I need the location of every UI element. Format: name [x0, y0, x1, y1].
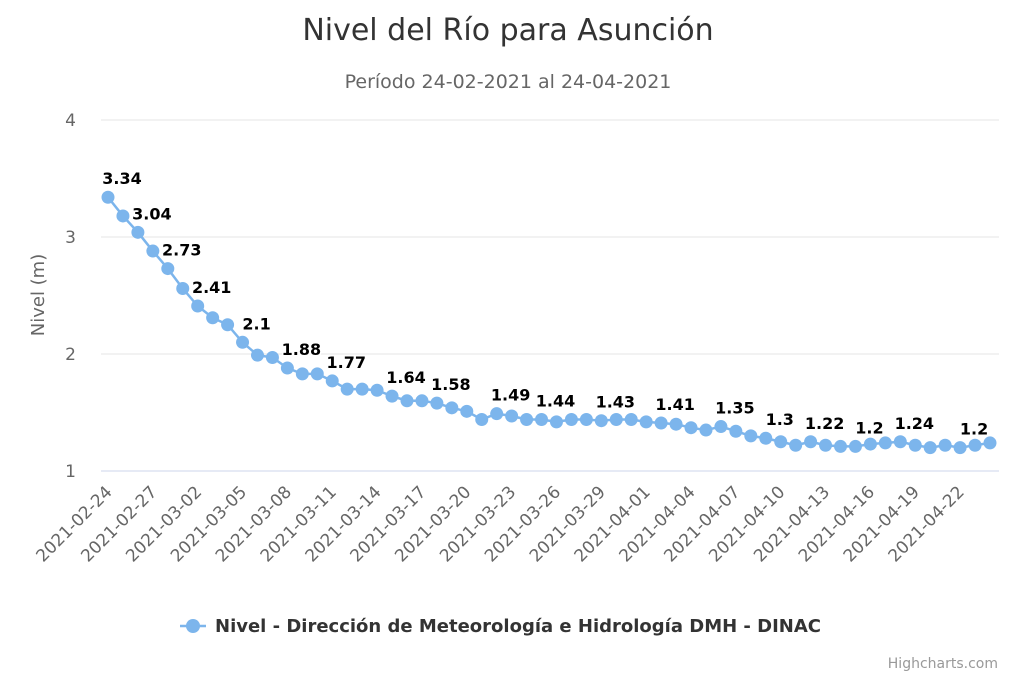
data-point[interactable]: [146, 244, 160, 258]
data-label: 1.58: [431, 375, 470, 394]
data-point[interactable]: [131, 225, 145, 239]
data-point[interactable]: [953, 441, 967, 455]
data-point[interactable]: [250, 348, 264, 362]
x-axis: 2021-02-242021-02-272021-03-022021-03-05…: [33, 470, 999, 566]
data-point[interactable]: [385, 389, 399, 403]
data-label: 1.35: [715, 399, 754, 418]
data-point[interactable]: [206, 311, 220, 325]
series-nivel[interactable]: [101, 190, 997, 455]
data-point[interactable]: [236, 335, 250, 349]
data-point[interactable]: [265, 351, 279, 365]
data-point[interactable]: [863, 437, 877, 451]
data-point[interactable]: [938, 438, 952, 452]
data-point[interactable]: [221, 318, 235, 332]
data-point[interactable]: [295, 367, 309, 381]
data-point[interactable]: [594, 414, 608, 428]
data-label: 1.41: [655, 395, 694, 414]
data-label: 3.34: [102, 169, 141, 188]
data-label: 2.73: [162, 241, 201, 260]
data-point[interactable]: [161, 262, 175, 276]
y-tick-label: 2: [65, 345, 76, 365]
data-point[interactable]: [983, 436, 997, 450]
data-point[interactable]: [804, 435, 818, 449]
data-point[interactable]: [101, 190, 115, 204]
data-point[interactable]: [789, 438, 803, 452]
data-point[interactable]: [310, 367, 324, 381]
data-point[interactable]: [699, 423, 713, 437]
data-label: 1.3: [766, 410, 794, 429]
data-label: 1.64: [386, 368, 425, 387]
y-axis: 1 2 3 4: [65, 111, 76, 482]
y-tick-label: 4: [65, 111, 76, 131]
data-point[interactable]: [908, 438, 922, 452]
data-point[interactable]: [639, 415, 653, 429]
data-point[interactable]: [445, 401, 459, 415]
data-point[interactable]: [729, 424, 743, 438]
data-point[interactable]: [520, 413, 534, 427]
data-label: 1.22: [805, 414, 844, 433]
data-point[interactable]: [923, 441, 937, 455]
data-point[interactable]: [280, 361, 294, 375]
data-point[interactable]: [176, 281, 190, 295]
data-point[interactable]: [490, 407, 504, 421]
data-point[interactable]: [834, 439, 848, 453]
data-label: 1.49: [491, 386, 530, 405]
data-point[interactable]: [505, 409, 519, 423]
data-point[interactable]: [430, 396, 444, 410]
data-point[interactable]: [549, 415, 563, 429]
data-point[interactable]: [669, 417, 683, 431]
data-label: 1.77: [326, 353, 365, 372]
data-point[interactable]: [609, 413, 623, 427]
data-point[interactable]: [968, 438, 982, 452]
data-label: 1.43: [596, 393, 635, 412]
data-point[interactable]: [759, 431, 773, 445]
legend-item-label[interactable]: Nivel - Dirección de Meteorología e Hidr…: [215, 616, 821, 637]
chart-title: Nivel del Río para Asunción: [302, 13, 713, 48]
legend[interactable]: Nivel - Dirección de Meteorología e Hidr…: [180, 616, 821, 637]
data-point[interactable]: [579, 413, 593, 427]
data-labels: 3.34 3.04 2.73 2.41 2.1 1.88 1.77 1.64 1.58 1.49 1…: [101, 168, 990, 440]
y-tick-label: 1: [65, 462, 76, 482]
credits-link[interactable]: Highcharts.com: [888, 656, 998, 672]
data-point[interactable]: [415, 394, 429, 408]
data-label: 1.44: [536, 392, 575, 411]
data-point[interactable]: [340, 382, 354, 396]
data-point[interactable]: [893, 435, 907, 449]
data-point[interactable]: [714, 420, 728, 434]
data-label: 1.88: [282, 340, 321, 359]
data-label: 1.2: [855, 418, 883, 437]
chart-subtitle: Período 24-02-2021 al 24-04-2021: [345, 71, 672, 93]
data-point[interactable]: [116, 209, 130, 223]
data-point[interactable]: [564, 413, 578, 427]
data-point[interactable]: [535, 413, 549, 427]
data-point[interactable]: [370, 383, 384, 397]
data-point[interactable]: [191, 299, 205, 313]
data-point[interactable]: [475, 413, 489, 427]
data-point[interactable]: [355, 382, 369, 396]
y-axis-title: Nivel (m): [28, 254, 49, 337]
data-point[interactable]: [684, 421, 698, 435]
data-point[interactable]: [744, 429, 758, 443]
data-label: 1.24: [895, 414, 934, 433]
data-point[interactable]: [819, 438, 833, 452]
data-point[interactable]: [325, 374, 339, 388]
data-label: 1.2: [960, 420, 988, 439]
legend-marker-icon: [186, 619, 200, 633]
data-point[interactable]: [624, 413, 638, 427]
data-point[interactable]: [654, 416, 668, 430]
data-point[interactable]: [774, 435, 788, 449]
y-tick-label: 3: [65, 228, 76, 248]
data-point[interactable]: [400, 394, 414, 408]
data-point[interactable]: [460, 404, 474, 418]
data-label: 2.41: [192, 278, 231, 297]
grid-lines: [101, 119, 999, 355]
data-label: 2.1: [242, 314, 270, 333]
data-point[interactable]: [848, 439, 862, 453]
data-label: 3.04: [132, 204, 171, 223]
data-point[interactable]: [878, 436, 892, 450]
